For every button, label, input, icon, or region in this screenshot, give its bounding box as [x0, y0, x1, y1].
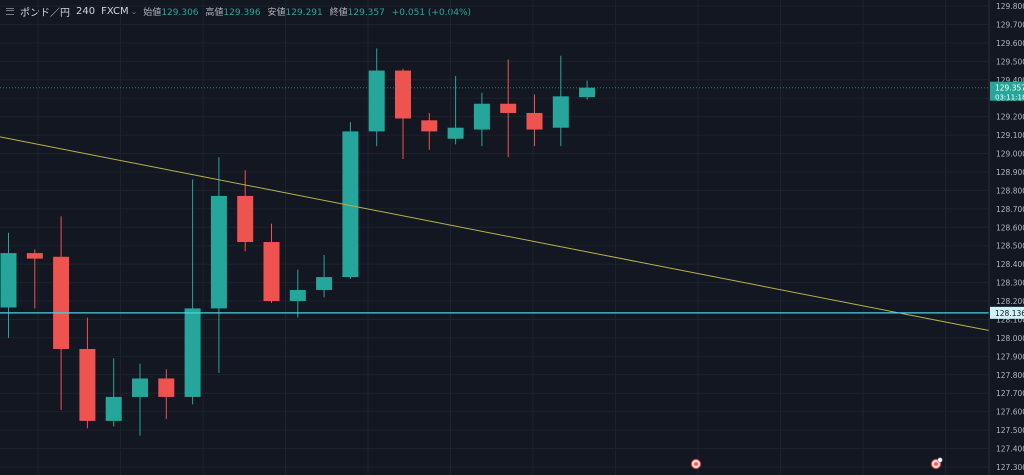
y-tick-label: 127.500: [996, 426, 1024, 435]
candle-body[interactable]: [79, 348, 96, 421]
candle-body[interactable]: [342, 131, 359, 278]
candle-body[interactable]: [184, 308, 201, 397]
y-tick-label: 127.800: [996, 371, 1024, 380]
candle-body[interactable]: [421, 120, 438, 132]
candle-body[interactable]: [316, 277, 333, 290]
menu-icon[interactable]: [6, 7, 14, 15]
y-tick-label: 128.200: [996, 297, 1024, 306]
y-tick-label: 129.100: [996, 131, 1024, 140]
candle-body[interactable]: [53, 256, 70, 349]
change-value: +0.051 (+0.04%): [391, 7, 472, 18]
last-price-badge: [990, 81, 1024, 101]
y-tick-label: 129.800: [996, 2, 1024, 11]
y-tick-label: 127.300: [996, 463, 1024, 472]
candle-body[interactable]: [26, 253, 43, 259]
candle-body[interactable]: [263, 242, 280, 302]
y-tick-label: 128.900: [996, 168, 1024, 177]
trend-line[interactable]: [0, 136, 990, 332]
candle-body[interactable]: [447, 127, 464, 139]
y-tick-label: 129.400: [996, 76, 1024, 85]
candle-body[interactable]: [210, 195, 227, 309]
event-marker-dot-icon: [934, 462, 938, 466]
y-tick-label: 127.400: [996, 445, 1024, 454]
candle-body[interactable]: [132, 378, 148, 397]
y-tick-label: 129.500: [996, 57, 1024, 66]
candle-body[interactable]: [500, 103, 517, 113]
y-tick-label: 129.700: [996, 20, 1024, 29]
y-tick-label: 127.600: [996, 408, 1024, 417]
symbol-name[interactable]: ポンド／円: [20, 7, 70, 19]
y-tick-label: 128.000: [996, 334, 1024, 343]
interval-label[interactable]: 240: [76, 5, 96, 17]
close-value: 129.357: [347, 7, 385, 18]
hline-price-badge: [990, 306, 1024, 319]
y-tick-label: 128.500: [996, 242, 1024, 251]
low-value: 129.291: [285, 7, 323, 18]
candle-body[interactable]: [158, 378, 175, 397]
open-label: 始値: [143, 7, 162, 18]
high-label: 高値: [205, 7, 224, 18]
open-value: 129.306: [161, 7, 199, 18]
candle-body[interactable]: [289, 289, 306, 302]
candle-body[interactable]: [579, 87, 596, 98]
source-label[interactable]: FXCM: [101, 5, 129, 17]
hline-price-label: 128.136: [995, 309, 1024, 318]
candle-body[interactable]: [526, 112, 543, 130]
y-tick-label: 128.400: [996, 260, 1024, 269]
low-label: 安値: [267, 7, 286, 18]
y-tick-label: 129.000: [996, 150, 1024, 159]
y-tick-label: 128.100: [996, 315, 1024, 324]
candle-body[interactable]: [0, 253, 17, 308]
badge-count-icon: [937, 457, 943, 463]
price-axis[interactable]: [989, 0, 1024, 475]
candle-body[interactable]: [368, 70, 385, 132]
candle-body[interactable]: [237, 195, 254, 243]
y-tick-label: 129.600: [996, 39, 1024, 48]
y-tick-label: 128.300: [996, 279, 1024, 288]
y-tick-label: 128.800: [996, 186, 1024, 195]
countdown-label: 03:11:18: [995, 94, 1024, 102]
y-tick-label: 127.700: [996, 389, 1024, 398]
candle-body[interactable]: [395, 70, 411, 119]
last-price-label: 129.357: [995, 84, 1024, 93]
candle-body[interactable]: [552, 96, 569, 128]
close-label: 終値: [329, 7, 348, 18]
candle-body[interactable]: [105, 396, 122, 421]
y-tick-label: 129.200: [996, 113, 1024, 122]
chevron-down-icon[interactable]: ⌄: [130, 6, 138, 16]
y-tick-label: 128.600: [996, 223, 1024, 232]
candle-body[interactable]: [473, 103, 490, 130]
event-marker-dot-icon: [694, 462, 698, 466]
chart-header: ポンド／円 240 FXCM ⌄ 始値129.306 高値129.396 安値1…: [6, 4, 472, 19]
high-value: 129.396: [223, 7, 261, 18]
y-tick-label: 127.900: [996, 352, 1024, 361]
y-tick-label: 128.700: [996, 205, 1024, 214]
